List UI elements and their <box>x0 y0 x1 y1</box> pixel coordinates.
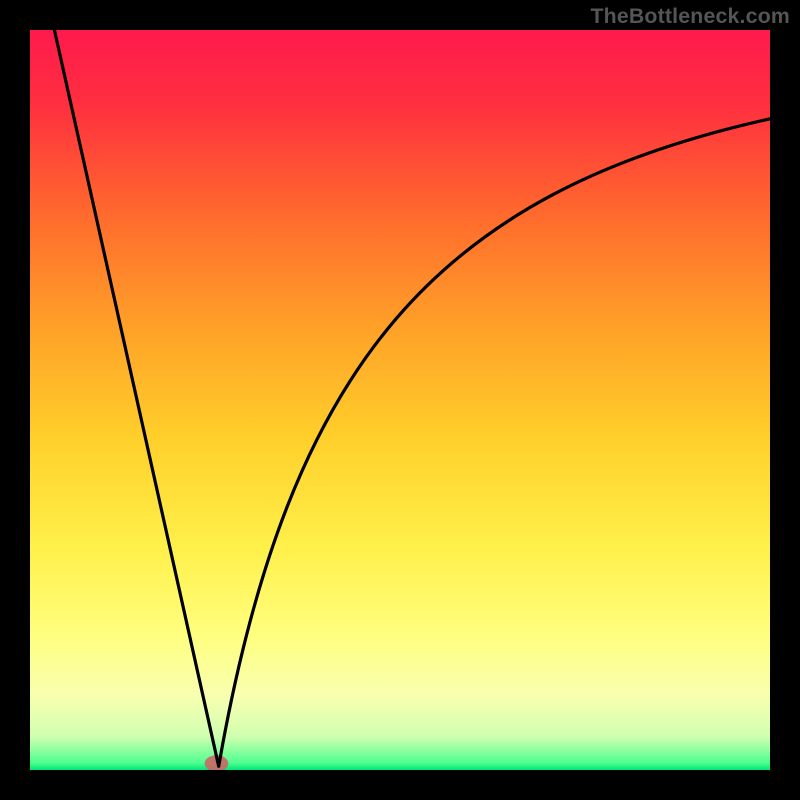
watermark-label: TheBottleneck.com <box>590 4 790 29</box>
curve-layer <box>30 30 770 770</box>
bottleneck-curve <box>54 30 770 766</box>
chart-container: TheBottleneck.com <box>0 0 800 800</box>
plot-area <box>30 30 770 770</box>
